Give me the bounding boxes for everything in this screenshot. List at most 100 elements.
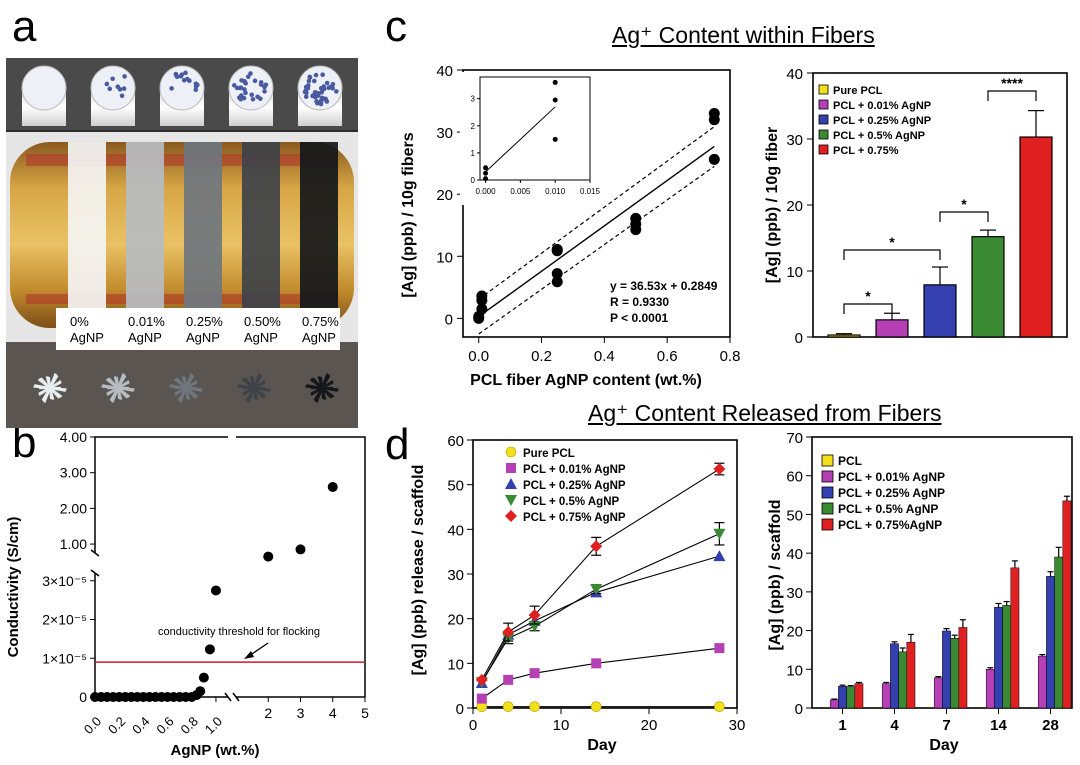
d2-x-axis-title: Day — [929, 737, 958, 754]
wound-fiber-band — [300, 142, 338, 328]
c1-y-axis-title: [Ag] (ppb) / 10g fibers — [400, 132, 417, 297]
nanoparticle-dot — [324, 80, 330, 86]
fiber-tuft-strand — [313, 375, 331, 401]
c1-inset-background — [460, 72, 600, 205]
c1-inset-data-point — [552, 79, 558, 85]
d2-bar — [933, 677, 943, 709]
c1-inset-x-tick-label: 0.010 — [545, 187, 566, 196]
c1-inset-data-point — [552, 97, 558, 103]
d2-bar — [1062, 500, 1072, 709]
d2-legend-label: PCL + 0.01% AgNP — [838, 470, 945, 484]
c2-y-tick-label: 40 — [786, 66, 803, 83]
fiber-label-name: AgNP — [186, 330, 220, 345]
d1-y-tick-label: 30 — [447, 567, 464, 584]
c1-data-point — [551, 276, 563, 288]
fiber-tuft-strand — [177, 375, 195, 401]
nanoparticle-dot — [117, 87, 123, 92]
c1-inset-data-point — [483, 165, 489, 171]
d1-data-point — [714, 643, 725, 654]
fiber-cylinder-face — [90, 65, 136, 111]
b-y-tick-label: 1×10⁻⁵ — [42, 650, 87, 666]
b-data-point — [295, 544, 306, 555]
c2-bar — [827, 334, 861, 338]
nanoparticle-dot — [193, 87, 199, 93]
b-x-tick-label: 3 — [297, 705, 305, 721]
c2-y-axis-title: [Ag] (ppb) / 10g fiber — [764, 127, 781, 283]
c1-inset-x-tick-label: 0.015 — [580, 187, 601, 196]
nanoparticle-dot — [249, 92, 255, 98]
d1-legend-marker — [505, 510, 517, 522]
wound-fiber-band — [126, 142, 164, 328]
b-threshold-label: conductivity threshold for flocking — [158, 626, 320, 638]
d2-bar — [906, 641, 916, 709]
b-threshold-arrowhead — [244, 651, 254, 659]
d1-legend-label: PCL + 0.5% AgNP — [523, 496, 620, 508]
d2-bar — [854, 683, 864, 709]
c1-x-tick-label: 0.4 — [594, 348, 615, 365]
nanoparticle-dot — [307, 74, 313, 80]
c2-legend-swatch — [818, 99, 829, 110]
fiber-tuft-strand — [245, 375, 263, 401]
c2-legend-label: PCL + 0.01% AgNP — [833, 100, 931, 112]
d2-bar — [977, 706, 987, 709]
c2-significance-mark: **** — [1001, 75, 1023, 91]
d1-y-tick-label: 60 — [447, 433, 464, 450]
c1-inset-data-point — [483, 176, 489, 182]
c1-inset-fit-line — [485, 106, 556, 173]
c2-significance-bracket — [843, 249, 941, 260]
c1-x-tick-label: 0.6 — [657, 348, 678, 365]
b-y-tick-label: 0 — [79, 689, 87, 705]
b-data-point — [210, 585, 221, 596]
nanoparticle-dot — [319, 89, 324, 95]
fiber-photo-illustration: 0%AgNP0.01%AgNP0.25%AgNP0.50%AgNP0.75%Ag… — [6, 58, 358, 428]
c1-inset-y-tick-label: 0 — [471, 176, 476, 185]
c2-y-tick-label: 0 — [795, 330, 803, 347]
c1-inset-x-tick-label: 0.005 — [510, 187, 531, 196]
nanoparticle-dot — [310, 93, 315, 99]
d1-x-tick-label: 20 — [641, 717, 658, 734]
d2-legend-label: PCL — [838, 454, 862, 468]
c1-fit-r: R = 0.9330 — [610, 295, 669, 309]
fiber-label-name: AgNP — [302, 330, 336, 345]
nanoparticle-dot — [107, 86, 113, 92]
d2-legend-label: PCL + 0.5% AgNP — [838, 502, 938, 516]
b-data-point — [195, 686, 206, 697]
c1-inset-y-tick-label: 2 — [471, 122, 476, 131]
d2-x-tick-label: 7 — [942, 717, 950, 734]
d2-legend-label: PCL + 0.75%AgNP — [838, 518, 942, 532]
c2-legend-label: Pure PCL — [833, 85, 883, 97]
d1-data-point — [714, 701, 725, 712]
b-data-point — [263, 551, 274, 562]
c-section-title: Ag⁺ Content within Fibers — [612, 22, 875, 48]
b-x-tick-label: 2 — [264, 705, 272, 721]
d2-bar — [1054, 556, 1064, 709]
c2-bar — [875, 319, 909, 338]
d1-data-point — [713, 528, 726, 540]
d2-bar — [838, 686, 847, 709]
c1-data-point — [630, 212, 642, 224]
d2-bar — [829, 699, 839, 709]
b-axis-frame — [94, 436, 228, 553]
d2-bar — [881, 683, 891, 709]
d2-y-tick-label: 70 — [786, 430, 803, 447]
nanoparticle-dot — [262, 89, 267, 94]
c1-inset-y-tick-label: 3 — [471, 95, 476, 104]
d1-data-point — [590, 584, 603, 596]
d2-y-tick-label: 10 — [786, 662, 803, 679]
b-x-tick-label: 0.4 — [129, 714, 152, 737]
fiber-photo: 0% AgNP 0.01% AgNP 0.25% AgNP 0.50% AgNP 0.75% Ag… — [6, 58, 358, 428]
b-y-tick-label: 3.00 — [60, 465, 87, 481]
d1-x-tick-label: 0 — [469, 717, 477, 734]
nanoparticle-dot — [258, 82, 264, 87]
d2-legend-swatch — [821, 502, 834, 515]
d1-data-point — [503, 674, 514, 685]
d1-data-point — [502, 626, 515, 639]
b-y-axis-title: Conductivity (S/cm) — [5, 517, 22, 658]
c2-legend-swatch — [818, 84, 829, 95]
c1-x-tick-label: 0.2 — [531, 348, 552, 365]
b-x-tick-label: 1.0 — [202, 714, 225, 737]
c2-legend-label: PCL + 0.25% AgNP — [833, 115, 931, 127]
d1-data-point — [590, 701, 602, 712]
nanoparticle-dot — [183, 70, 188, 76]
d2-bar — [1002, 605, 1012, 709]
